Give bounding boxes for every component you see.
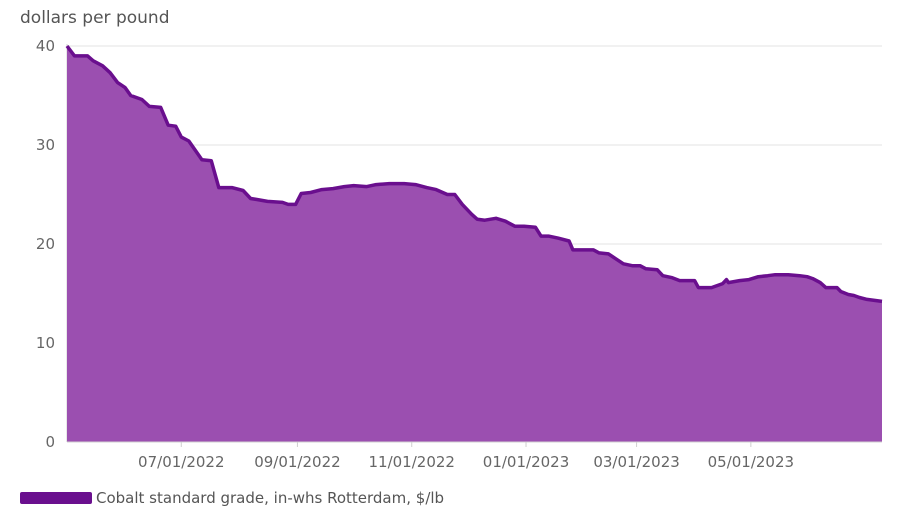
x-tick-label: 11/01/2022 — [369, 453, 455, 471]
y-tick-label: 40 — [36, 37, 55, 55]
y-axis-ticks: 0 10 20 30 40 — [36, 37, 55, 451]
x-tick-label: 05/01/2023 — [708, 453, 794, 471]
legend-swatch — [20, 492, 92, 504]
x-tick-label: 03/01/2023 — [593, 453, 679, 471]
series-line — [65, 44, 883, 304]
y-tick-label: 10 — [36, 334, 55, 352]
series-area-fill — [67, 46, 882, 442]
legend-label: Cobalt standard grade, in-whs Rotterdam,… — [96, 489, 445, 507]
x-tick-label: 01/01/2023 — [483, 453, 569, 471]
legend: Cobalt standard grade, in-whs Rotterdam,… — [20, 489, 444, 507]
y-tick-label: 30 — [36, 136, 55, 154]
x-tick-label: 07/01/2022 — [138, 453, 224, 471]
series-area — [65, 44, 883, 442]
y-tick-label: 0 — [45, 433, 55, 451]
y-tick-label: 20 — [36, 235, 55, 253]
y-axis-label: dollars per pound — [20, 8, 170, 28]
x-tick-label: 09/01/2022 — [254, 453, 340, 471]
x-axis-ticks: 07/01/2022 09/01/2022 11/01/2022 01/01/2023… — [67, 441, 882, 471]
